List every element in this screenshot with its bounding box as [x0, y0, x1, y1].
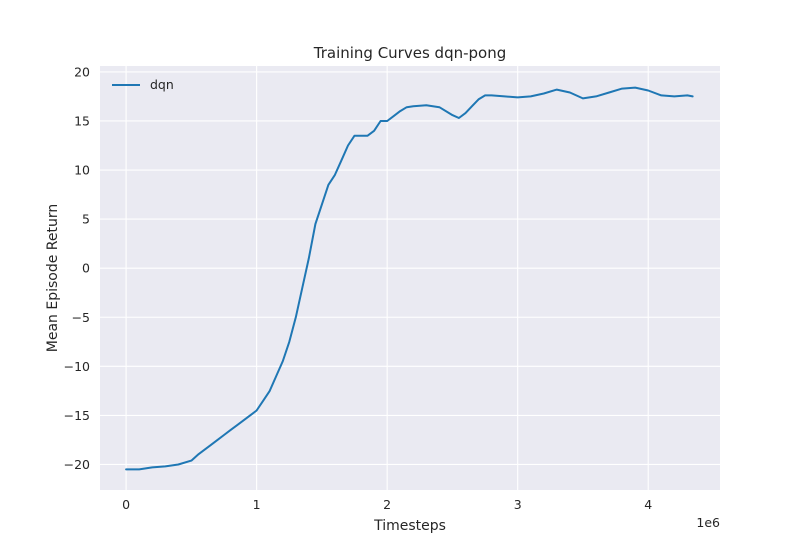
y-tick-label: −15 — [64, 408, 90, 423]
chart-title: Training Curves dqn-pong — [313, 44, 506, 62]
x-gridlines — [125, 66, 649, 490]
x-tick-label: 1 — [253, 497, 261, 512]
y-tick-label: −5 — [72, 310, 90, 325]
y-tick-labels: −20 −15 −10 −5 0 5 10 15 20 — [64, 64, 90, 472]
x-tick-label: 4 — [644, 497, 652, 512]
plot-area — [100, 66, 720, 490]
y-gridlines — [100, 71, 720, 466]
x-tick-label: 3 — [514, 497, 522, 512]
y-tick-label: 5 — [82, 212, 90, 227]
y-axis-label: Mean Episode Return — [45, 204, 61, 352]
y-tick-label: 20 — [74, 64, 90, 79]
legend: dqn — [112, 77, 174, 92]
y-tick-label: −20 — [64, 457, 90, 472]
y-tick-label: 10 — [74, 163, 90, 178]
x-tick-labels: 0 1 2 3 4 — [122, 497, 652, 512]
y-tick-label: 0 — [82, 261, 90, 276]
x-tick-label: 2 — [383, 497, 391, 512]
series-layer — [125, 86, 694, 471]
y-tick-label: −10 — [64, 359, 90, 374]
series-line-dqn — [125, 86, 694, 471]
x-axis-label: Timesteps — [373, 518, 446, 534]
y-tick-label: 15 — [74, 113, 90, 128]
x-offset-label: 1e6 — [696, 515, 720, 530]
legend-label-dqn: dqn — [150, 77, 174, 92]
x-tick-label: 0 — [122, 497, 130, 512]
